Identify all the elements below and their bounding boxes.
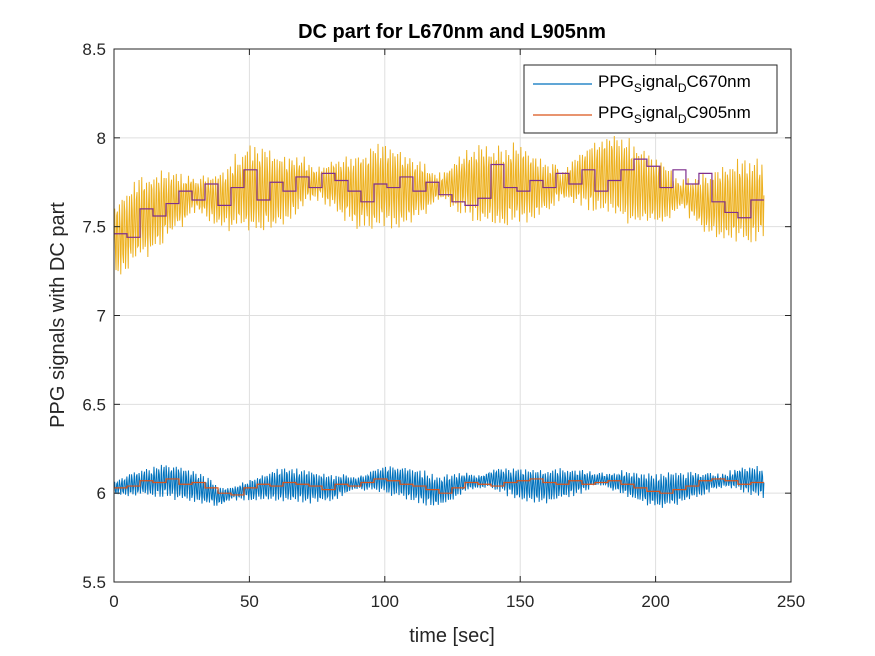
legend-entry-dc670nm-main: PPG xyxy=(598,72,634,91)
y-tick-label: 7.5 xyxy=(82,218,106,237)
chart-title: DC part for L670nm and L905nm xyxy=(298,21,606,43)
legend-entry-dc905nm-main: PPG xyxy=(598,103,634,122)
legend-entry-dc905nm: PPGSignalDC905nm xyxy=(598,103,751,126)
legend-entry-dc670nm-sub2: D xyxy=(678,81,687,95)
y-tick-label: 6 xyxy=(97,484,106,503)
plot-area xyxy=(113,136,765,508)
x-tick-label: 100 xyxy=(371,592,399,611)
x-tick-labels: 0 50 100 150 200 250 xyxy=(109,592,805,611)
legend-entry-dc670nm-tail: C670nm xyxy=(687,72,751,91)
dc-step-line-dc905nm xyxy=(114,158,764,238)
legend-entry-dc905nm-tail: C905nm xyxy=(687,103,751,122)
legend-entry-dc670nm-sub1: S xyxy=(634,81,642,95)
dc-step-line-dc670nm xyxy=(114,478,764,496)
y-tick-label: 5.5 xyxy=(82,573,106,592)
x-axis-label: time [sec] xyxy=(409,625,495,647)
x-tick-label: 50 xyxy=(240,592,259,611)
legend-entry-dc905nm-sub2: D xyxy=(678,112,687,126)
x-tick-label: 200 xyxy=(641,592,669,611)
legend-entry-dc670nm: PPGSignalDC670nm xyxy=(598,72,751,95)
y-tick-labels: 5.5 6 6.5 7 7.5 8 8.5 xyxy=(82,40,106,592)
y-tick-label: 8 xyxy=(97,129,106,148)
x-tick-label: 150 xyxy=(506,592,534,611)
legend-entry-dc905nm-sub1: S xyxy=(634,112,642,126)
tick-marks xyxy=(113,48,792,583)
legend-entry-dc670nm-mid: ignal xyxy=(642,72,678,91)
y-tick-label: 6.5 xyxy=(82,395,106,414)
y-tick-label: 8.5 xyxy=(82,40,106,59)
y-axis-label: PPG signals with DC part xyxy=(47,202,69,428)
x-tick-label: 0 xyxy=(109,592,118,611)
legend-entry-dc905nm-mid: ignal xyxy=(642,103,678,122)
x-tick-label: 250 xyxy=(777,592,805,611)
y-tick-label: 7 xyxy=(97,307,106,326)
legend: PPGSignalDC670nm PPGSignalDC905nm xyxy=(523,64,778,134)
legend-box xyxy=(523,64,778,134)
